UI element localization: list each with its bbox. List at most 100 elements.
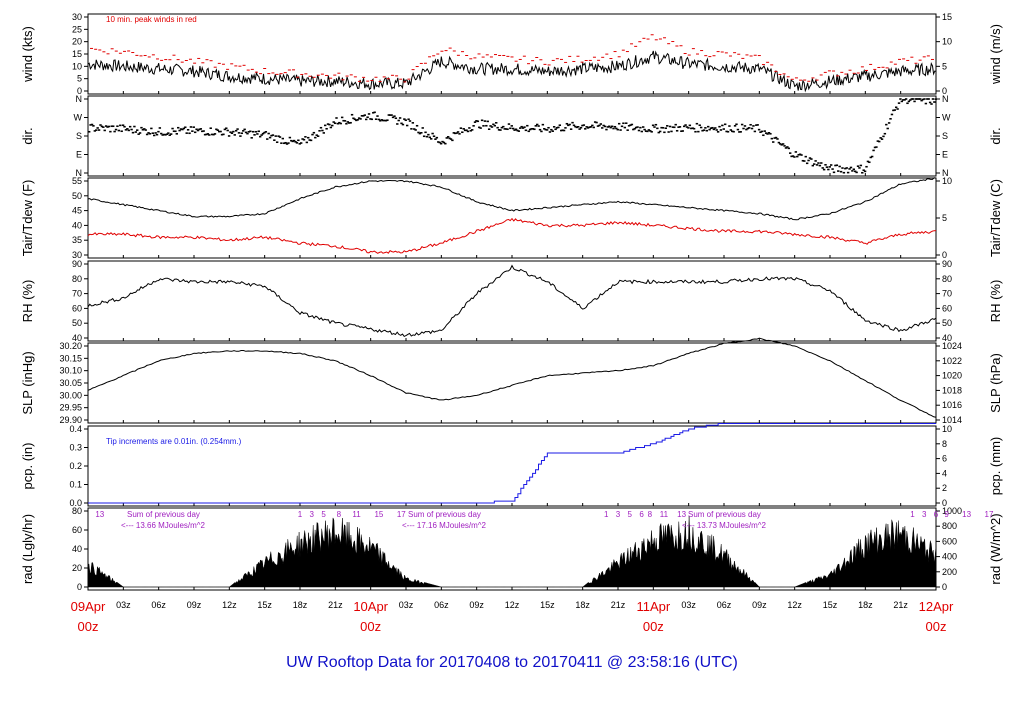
dir-left-tick: W — [74, 113, 83, 123]
slp-left-tick: 29.90 — [59, 415, 82, 425]
radiation-sum-label: Sum of previous day — [408, 510, 481, 519]
rh-left-tick: 80 — [72, 274, 82, 284]
local-hour-mark: 5 — [628, 510, 633, 519]
panel-pcp: 0.0 0.1 0.2 0.3 0.4 0 2 4 6 8 10 pcp. (in) pcp. (mm)… — [20, 422, 1003, 508]
local-hour-mark: 17 — [985, 510, 994, 519]
x-hour-label: 09z — [187, 600, 202, 610]
rh-line — [87, 264, 937, 338]
rh-frame — [87, 260, 937, 342]
wind-speed-line — [87, 50, 937, 93]
radiation-sum-label: Sum of previous day — [688, 510, 761, 519]
slp-frame — [87, 342, 937, 424]
rad-right-tick: 600 — [942, 536, 957, 546]
rh-left-label: RH (%) — [20, 280, 35, 323]
temp-right-tick: 0 — [942, 250, 947, 260]
wind-right-tick: 5 — [942, 61, 947, 71]
x-hour-label: 15z — [540, 600, 555, 610]
rh-left-tick: 70 — [72, 289, 82, 299]
x-hour-label: 12z — [505, 600, 520, 610]
rad-right-tick: 800 — [942, 521, 957, 531]
local-hour-mark: 9 — [944, 510, 949, 519]
slp-right-tick: 1016 — [942, 400, 962, 410]
slp-right-tick: 1022 — [942, 356, 962, 366]
rh-right-tick: 80 — [942, 274, 952, 284]
pcp-left-tick: 0.4 — [69, 424, 82, 434]
slp-left-tick: 30.00 — [59, 390, 82, 400]
rh-right-tick: 90 — [942, 259, 952, 269]
local-hour-mark: 13 — [95, 510, 104, 519]
panel-wind: 0 5 10 15 20 25 30 0 5 10 15 wind (kts) wind (m/s) 10… — [20, 12, 1003, 96]
direction-points — [87, 98, 937, 174]
rh-right-tick: 70 — [942, 289, 952, 299]
rad-right-tick: 1000 — [942, 506, 962, 516]
x-day-label: 11Apr — [636, 599, 670, 614]
dir-left-tick: S — [76, 131, 82, 141]
rad-right-tick: 400 — [942, 552, 957, 562]
slp-left-tick: 30.20 — [59, 341, 82, 351]
rh-right-tick: 60 — [942, 303, 952, 313]
wind-left-tick: 25 — [72, 24, 82, 34]
wind-right-tick: 10 — [942, 37, 952, 47]
peak-wind-note: 10 min. peak winds in red — [106, 15, 197, 24]
rad-left-label: rad (Lgly/hr) — [20, 514, 35, 584]
local-hour-mark: 1 — [298, 510, 303, 519]
pcp-right-tick: 10 — [942, 424, 952, 434]
x-hour-label: 06z — [717, 600, 732, 610]
x-hour-label: 12z — [222, 600, 237, 610]
radiation-sum-label: Sum of previous day — [127, 510, 200, 519]
wind-left-tick: 20 — [72, 37, 82, 47]
rad-right-label: rad (W/m^2) — [988, 513, 1003, 584]
local-hour-mark: 13 — [677, 510, 686, 519]
rh-right-tick: 40 — [942, 333, 952, 343]
radiation-sum-value: <--- 13.73 MJoules/m^2 — [682, 521, 767, 530]
rh-left-tick: 60 — [72, 303, 82, 313]
x-hour-label: 09z — [752, 600, 767, 610]
pcp-left-tick: 0.0 — [69, 498, 82, 508]
dewpoint-line — [87, 217, 937, 254]
local-hour-mark: 17 — [397, 510, 406, 519]
pcp-left-tick: 0.3 — [69, 443, 82, 453]
x-hour-label: 15z — [257, 600, 272, 610]
precip-note: Tip increments are 0.01in. (0.254mm.) — [106, 437, 242, 446]
rh-left-tick: 90 — [72, 259, 82, 269]
slp-right-label: SLP (hPa) — [988, 353, 1003, 413]
slp-right-tick: 1014 — [942, 415, 962, 425]
x-hour-label: 21z — [893, 600, 908, 610]
x-day-hour-label: 00z — [78, 619, 99, 634]
temp-right-tick: 5 — [942, 213, 947, 223]
figure-title: UW Rooftop Data for 20170408 to 20170411… — [286, 654, 738, 671]
x-day-hour-label: 00z — [643, 619, 664, 634]
slp-right-tick: 1024 — [942, 341, 962, 351]
slp-left-label: SLP (inHg) — [20, 351, 35, 414]
rh-left-tick: 50 — [72, 318, 82, 328]
radiation-sum-value: <--- 13.66 MJoules/m^2 — [121, 521, 206, 530]
x-hour-label: 21z — [611, 600, 626, 610]
rh-right-label: RH (%) — [988, 280, 1003, 323]
local-hour-mark: 3 — [922, 510, 927, 519]
x-hour-label: 06z — [434, 600, 449, 610]
wind-frame — [87, 13, 937, 95]
temp-left-label: Tair/Tdew (F) — [20, 180, 35, 257]
slp-right-tick: 1018 — [942, 385, 962, 395]
wind-right-tick: 15 — [942, 12, 952, 22]
local-hour-mark: 6 — [639, 510, 644, 519]
rad-left-tick: 60 — [72, 525, 82, 535]
x-hour-label: 18z — [293, 600, 308, 610]
pcp-left-tick: 0.2 — [69, 461, 82, 471]
rad-left-tick: 0 — [77, 582, 82, 592]
pcp-right-tick: 0 — [942, 498, 947, 508]
x-day-hour-label: 00z — [360, 619, 381, 634]
temp-left-tick: 35 — [72, 235, 82, 245]
rh-right-tick: 50 — [942, 318, 952, 328]
peak-wind-marks — [90, 34, 934, 83]
precip-line — [88, 422, 936, 504]
wind-left-tick: 5 — [77, 74, 82, 84]
dir-frame — [87, 95, 937, 177]
local-hour-mark: 1 — [910, 510, 915, 519]
dir-left-tick: N — [76, 94, 83, 104]
rad-left-tick: 80 — [72, 506, 82, 516]
rh-left-tick: 40 — [72, 333, 82, 343]
slp-left-tick: 30.10 — [59, 366, 82, 376]
